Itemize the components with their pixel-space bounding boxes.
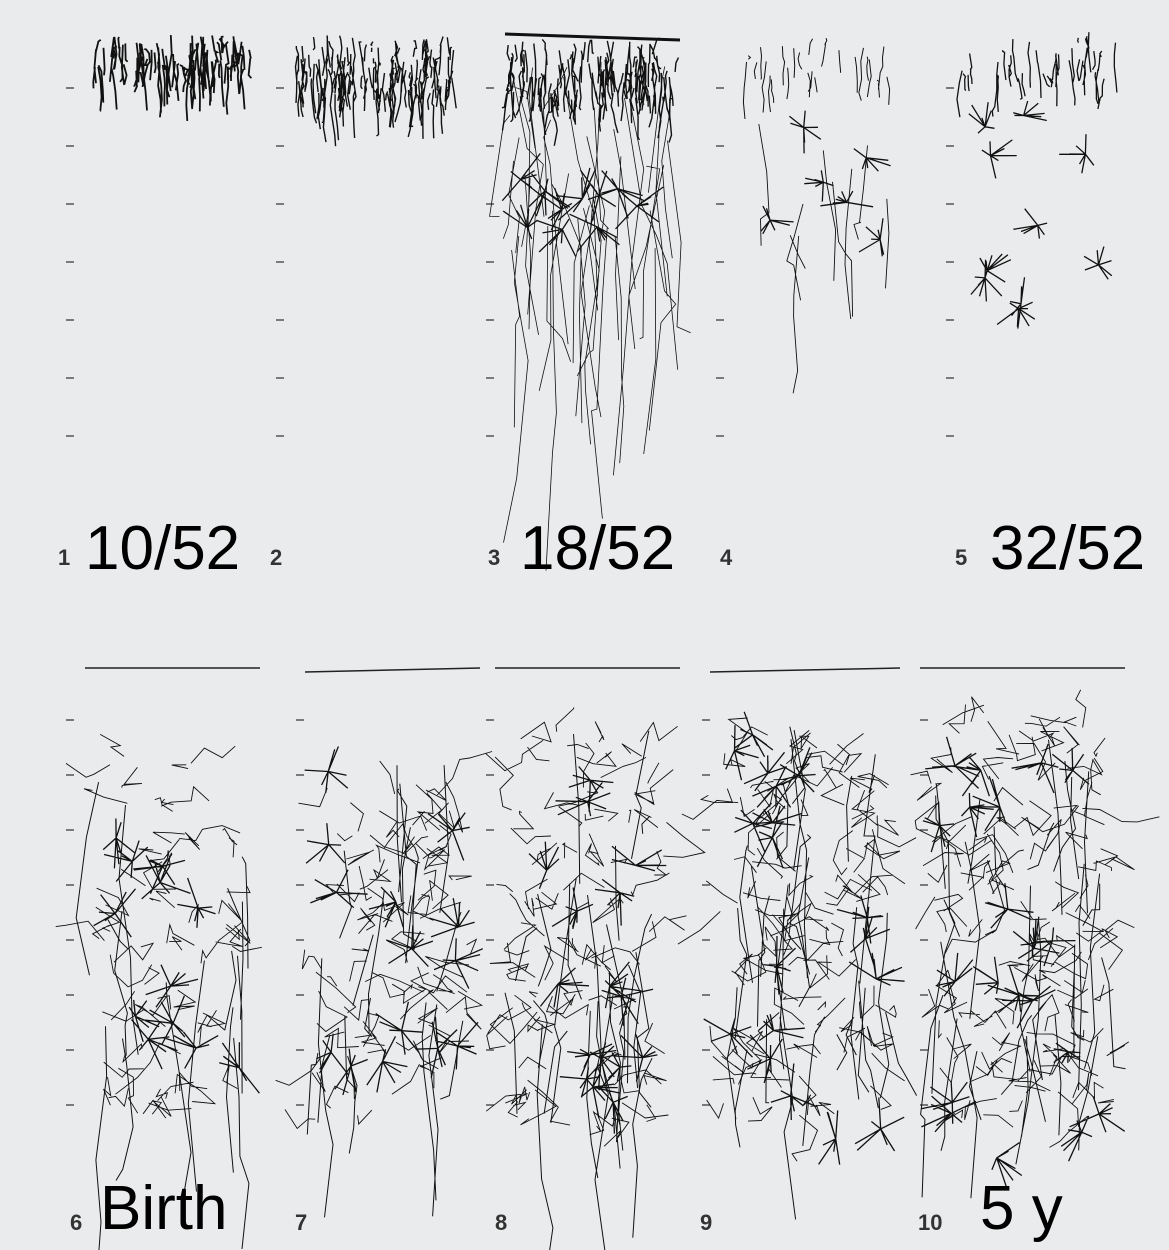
neuron-drawing: [758, 123, 890, 394]
panel-number: 8: [495, 1210, 508, 1235]
neuron-drawing: [485, 707, 706, 1147]
neuron-drawing: [742, 37, 891, 120]
panel-number: 2: [270, 545, 283, 570]
neuron-drawing: [677, 717, 917, 1162]
neuron-cell: [304, 746, 484, 1096]
panel-label: 5 y: [980, 1174, 1063, 1243]
panel-label: 32/52: [990, 514, 1146, 583]
panel-label: 10/52: [85, 514, 241, 583]
neuron-drawing: [275, 751, 493, 1130]
pial-surface: [709, 667, 901, 673]
neuron-cell: [968, 100, 1113, 329]
neuron-cell: [93, 818, 260, 1094]
pial-surface: [504, 32, 681, 42]
panel-label: 18/52: [520, 514, 676, 583]
panel-number: 5: [955, 545, 968, 570]
panel-number: 10: [918, 1210, 943, 1235]
neuron-cell: [760, 110, 891, 257]
neuron-drawing: [92, 35, 253, 121]
neuron-drawing: [504, 730, 653, 1250]
panel-label: Birth: [100, 1174, 228, 1243]
neuron-drawing: [956, 32, 1118, 118]
neuron-drawing: [910, 689, 1160, 1148]
neuron-cell: [703, 711, 905, 1165]
panel-number: 4: [720, 545, 733, 570]
neuron-drawing: [75, 781, 251, 1250]
neuron-drawing: [920, 739, 1126, 1199]
neuron-cell: [920, 736, 1126, 1189]
pial-surface: [304, 667, 481, 673]
panel-number: 1: [58, 545, 71, 570]
neuron-drawing: [501, 37, 680, 146]
neuron-drawing: [294, 35, 457, 147]
neuron-cell: [528, 766, 667, 1134]
panel-number: 9: [700, 1210, 713, 1235]
panel-number: 6: [70, 1210, 83, 1235]
neuron-drawing: [489, 61, 691, 571]
neuron-drawing: [306, 765, 464, 1218]
panel-number: 3: [488, 545, 501, 570]
panel-number: 7: [295, 1210, 308, 1235]
neuron-cell: [501, 153, 664, 257]
